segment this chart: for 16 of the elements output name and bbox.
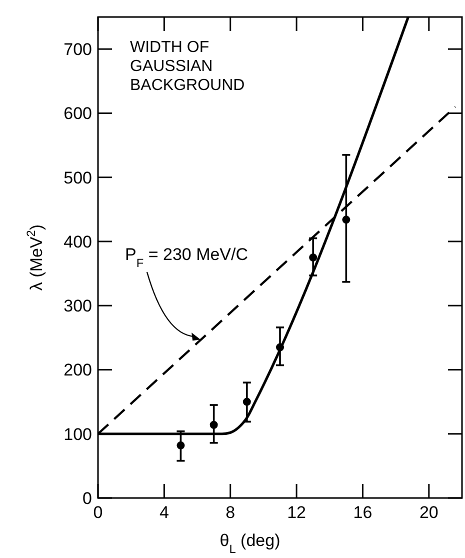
- x-axis-title: θ$_{L}$ (deg): [220, 531, 280, 556]
- annotation: P$_{F}$ = 230 MeV/C: [125, 245, 248, 270]
- y-tick-label: 700: [64, 40, 92, 60]
- x-tick-label: 8: [226, 503, 236, 522]
- x-tick-label: 16: [353, 503, 372, 522]
- y-tick-label: 100: [64, 424, 92, 444]
- y-tick-label: 400: [64, 232, 92, 252]
- y-tick-label: 500: [64, 168, 92, 188]
- x-tick-label: 4: [159, 503, 169, 522]
- x-tick-label: 20: [419, 503, 438, 522]
- y-tick-label: 600: [64, 104, 92, 124]
- annotation: WIDTH OF GAUSSIAN BACKGROUND: [130, 39, 245, 94]
- x-tick-label: 12: [287, 503, 306, 522]
- y-tick-label: 0: [82, 489, 92, 508]
- y-tick-label: 200: [64, 360, 92, 380]
- y-tick-label: 300: [64, 296, 92, 316]
